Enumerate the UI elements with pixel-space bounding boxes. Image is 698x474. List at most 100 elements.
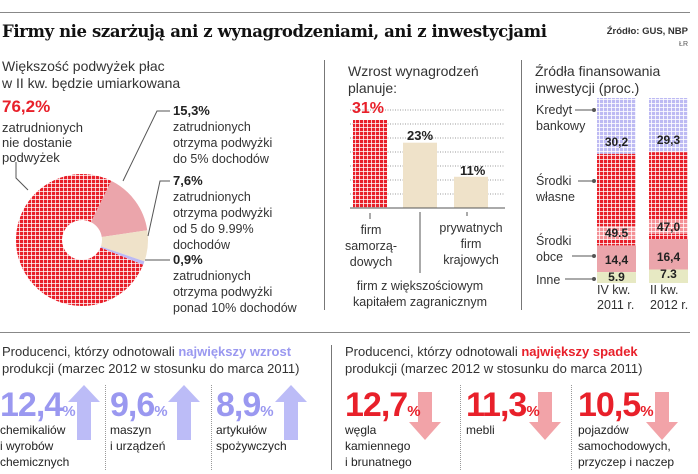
increase-item-label: maszyn i urządzeń	[110, 423, 166, 453]
stacked-segment	[597, 245, 636, 273]
decrease-value: 10,5%	[578, 388, 654, 429]
legend-pointer-dot	[592, 108, 596, 112]
arrow-up-icon	[168, 385, 200, 440]
value-number: 9,6	[110, 386, 155, 424]
stacked-segment	[597, 272, 636, 283]
value-unit: %	[407, 403, 421, 420]
stacked-segment	[649, 239, 688, 270]
pie-slice-label: zatrudnionych otrzyma podwyżki do 5% doc…	[173, 120, 273, 166]
divider	[211, 385, 212, 470]
decrease-item-label: pojazdów samochodowych, przyczep i nacze…	[578, 423, 675, 469]
legend-pointer-dot	[592, 179, 596, 183]
increase-value: 12,4%	[0, 388, 76, 429]
stack-category-label: II kw. 2012 r.	[650, 283, 689, 312]
source-note: Źródło: GUS, NBP	[606, 26, 688, 37]
divider	[324, 60, 325, 310]
bar-category-label: firm z większościowym kapitałem zagranic…	[352, 279, 488, 309]
legend-pointer-dot	[592, 277, 596, 281]
divider	[521, 60, 522, 310]
pie-slice	[90, 180, 148, 238]
pie-slice	[100, 246, 145, 265]
heading-text: Producenci, którzy odnotowali	[345, 344, 522, 359]
decrease-heading: Producenci, którzy odnotowali największy…	[345, 343, 642, 377]
arrow-up-icon	[275, 385, 307, 440]
value-number: 12,4	[0, 386, 63, 424]
pie-value-label: 7,6%	[173, 173, 203, 188]
pie-value-label: 15,3%	[173, 103, 210, 118]
segment-value-label: 49.5	[597, 226, 636, 241]
top-rule	[0, 12, 690, 13]
pie-slice	[100, 230, 148, 262]
stacked-segment	[649, 269, 688, 283]
pie-value-label: 0,9%	[173, 252, 203, 267]
heading-text: Producenci, którzy odnotowali	[2, 344, 179, 359]
pie-slice-label: zatrudnionych otrzyma podwyżki ponad 10%…	[173, 269, 297, 315]
leader-line	[147, 180, 170, 237]
divider	[571, 385, 572, 470]
decrease-value: 11,3%	[466, 388, 540, 429]
value-number: 8,9	[216, 386, 261, 424]
bar-category-label: prywatnych firm krajowych	[439, 221, 503, 267]
value-unit: %	[526, 403, 540, 420]
stack-legend-label: Inne	[536, 273, 561, 287]
divider	[105, 385, 106, 470]
leader-line	[15, 162, 29, 191]
heading-text: produkcji (marzec 2012 w stosunku do mar…	[345, 361, 643, 376]
bar-value-label: 31%	[352, 100, 385, 117]
arrow-down-icon	[409, 392, 441, 440]
value-number: 10,5	[578, 386, 641, 424]
segment-value-label: 47,0	[649, 220, 688, 235]
stack-legend-label: Środki własne	[536, 174, 575, 204]
arrow-up-icon	[68, 385, 100, 440]
value-unit: %	[260, 403, 274, 420]
increase-item-label: chemikaliów i wyrobów chemicznych	[0, 423, 70, 469]
bar	[454, 176, 488, 208]
pie-slice-label: zatrudnionych otrzyma podwyżki od 5 do 9…	[173, 190, 273, 252]
stack-legend-label: Kredyt bankowy	[536, 103, 586, 133]
segment-value-label: 30,2	[604, 134, 629, 149]
increase-value: 9,6%	[110, 388, 168, 429]
leader-line	[122, 110, 170, 182]
decrease-value: 12,7%	[345, 388, 421, 429]
bar-value-label: 11%	[460, 163, 486, 178]
bar	[403, 142, 437, 208]
heading-highlight: największy spadek	[521, 344, 638, 359]
increase-item-label: artykułów spożywczych	[216, 423, 287, 453]
value-unit: %	[640, 403, 654, 420]
segment-value-label: 29,3	[656, 133, 681, 148]
heading-highlight: największy wzrost	[178, 344, 292, 359]
heading-text: produkcji (marzec 2012 w stosunku do mar…	[2, 361, 300, 376]
stack-legend-label: Środki obce	[536, 234, 572, 264]
pie-slice-label: zatrudnionych nie dostanie podwyżek	[2, 120, 83, 165]
divider	[331, 345, 332, 470]
segment-value-label: 14,4	[604, 253, 629, 268]
page-title: Firmy nie szarżują ani z wynagrodzeniami…	[2, 22, 547, 41]
arrow-down-icon	[529, 392, 561, 440]
value-unit: %	[154, 403, 168, 420]
value-number: 11,3	[466, 386, 527, 424]
decrease-item-label: węgla kamiennego i brunatnego	[345, 423, 412, 469]
increase-heading: Producenci, którzy odnotowali największy…	[2, 343, 299, 377]
increase-value: 8,9%	[216, 388, 274, 429]
decrease-item-label: mebli	[466, 423, 495, 437]
value-unit: %	[62, 403, 76, 420]
value-number: 12,7	[345, 386, 408, 424]
segment-value-label: 7.3	[660, 267, 677, 282]
stack-title: Źródła finansowania inwestycji (proc.)	[535, 63, 661, 96]
author-initials: ŁR	[679, 41, 688, 48]
stack-category-label: IV kw. 2011 r.	[597, 283, 635, 312]
segment-value-label: 5.9	[608, 270, 625, 285]
bar-category-label: firm samorzą- dowych	[344, 223, 398, 269]
pie-value-label: 76,2%	[2, 97, 51, 116]
bar	[353, 120, 387, 208]
section-rule	[0, 332, 690, 333]
bar-title: Wzrost wynagrodzeń planuje:	[348, 63, 479, 96]
legend-pointer-dot	[592, 254, 596, 258]
bar-value-label: 23%	[407, 128, 434, 143]
pie-slice	[15, 173, 144, 306]
stacked-segment	[597, 98, 636, 154]
arrow-down-icon	[646, 392, 678, 440]
stacked-segment	[649, 98, 688, 153]
pie-title: Większość podwyżek płac w II kw. będzie …	[2, 58, 181, 91]
